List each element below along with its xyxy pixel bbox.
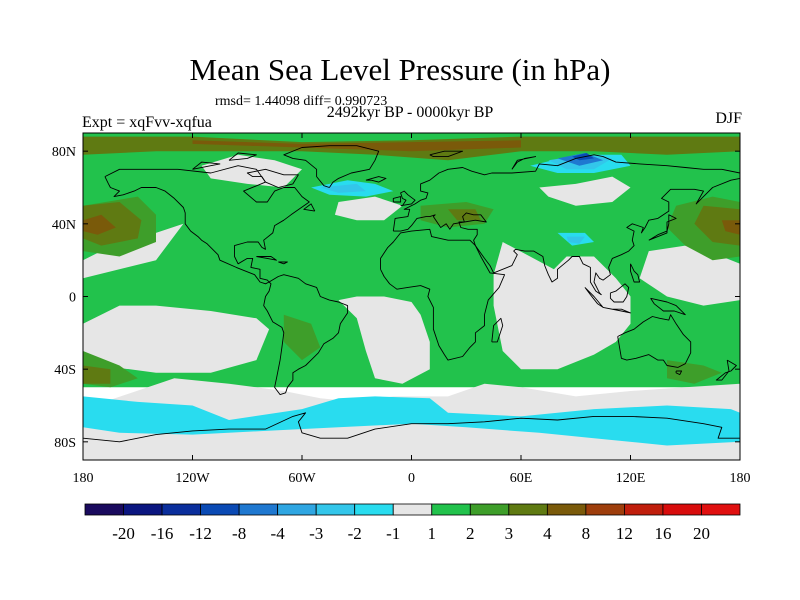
colorbar-label: 12	[616, 524, 633, 543]
colorbar-swatch	[392, 503, 433, 516]
coastline-15	[648, 214, 677, 241]
colorbar-label: 3	[505, 524, 514, 543]
colorbar-swatch	[84, 503, 124, 516]
coastline-14	[491, 317, 504, 343]
coastline-18	[609, 283, 630, 303]
colorbar-label: 8	[582, 524, 591, 543]
coastline-27	[429, 150, 464, 158]
region-3-1	[694, 205, 740, 246]
coastline-9	[400, 190, 416, 207]
coastline-25	[228, 152, 257, 161]
coastline-1	[263, 274, 349, 396]
coastline-8	[365, 176, 387, 183]
period-label: 2492kyr BP - 0000kyr BP	[326, 104, 494, 121]
y-tick-label: 80N	[52, 145, 76, 160]
colorbar-swatch	[508, 503, 548, 516]
colorbar-swatch	[200, 503, 240, 516]
y-axis: 80N 40N 0 40S 80S	[52, 145, 740, 451]
region-3-0	[83, 202, 142, 246]
colorbar-label: -12	[189, 524, 212, 543]
x-tick-label: 180	[730, 471, 751, 486]
coastline-4	[393, 177, 740, 296]
region-4-0	[83, 214, 116, 235]
coastline-0	[104, 165, 310, 285]
colorbar-label: -8	[232, 524, 246, 543]
colorbar-label: 2	[466, 524, 475, 543]
season-label: DJF	[715, 110, 742, 127]
region-5-0	[83, 396, 740, 446]
x-tick-label: 0	[408, 471, 415, 486]
coastline-16	[584, 287, 604, 308]
colorbar-swatch	[701, 503, 741, 516]
colorbar-swatch	[546, 503, 587, 516]
y-tick-label: 40N	[52, 218, 76, 233]
colorbar-label: 16	[654, 524, 671, 543]
colorbar-label: -20	[112, 524, 135, 543]
coastline-17	[603, 306, 631, 314]
region-1-2	[83, 305, 270, 373]
y-tick-label: 40S	[54, 363, 76, 378]
anomaly-field	[83, 133, 740, 460]
coastline-24	[192, 161, 221, 170]
colorbar-label: -1	[386, 524, 400, 543]
colorbar-label: -4	[271, 524, 286, 543]
colorbar-label: 4	[543, 524, 552, 543]
colorbar-swatch	[354, 503, 394, 516]
coastline-19	[650, 297, 686, 316]
colorbar-label: -2	[348, 524, 362, 543]
coastline-11	[617, 314, 692, 368]
colorbar-label: 1	[428, 524, 437, 543]
x-tick-label: 120W	[175, 471, 210, 486]
coastline-2	[380, 228, 506, 361]
coastlines	[83, 145, 740, 443]
region-3-2	[83, 365, 111, 384]
region-6-2	[566, 236, 585, 244]
coastline-12	[675, 370, 683, 376]
y-tick-label: 0	[69, 291, 76, 306]
colorbar-swatch	[123, 503, 163, 516]
x-tick-label: 120E	[616, 471, 646, 486]
y-tick-label: 80S	[54, 436, 76, 451]
region-6-0	[320, 183, 366, 193]
coastline-23	[278, 261, 288, 265]
region-1-8	[539, 176, 631, 206]
colorbar-swatch	[585, 503, 625, 516]
region-2-3	[283, 314, 321, 361]
region-1-6	[201, 154, 302, 188]
colorbar: -20 -16 -12 -8 -4 -3 -2 -1 1 2 3 4 8 12 16 20	[84, 503, 741, 543]
coastline-7	[283, 145, 380, 188]
stats-text: rmsd= 1.44098 diff= 0.990723	[215, 94, 388, 109]
colorbar-label: -16	[151, 524, 174, 543]
colorbar-swatch	[277, 503, 317, 516]
colorbar-swatch	[469, 503, 510, 516]
colorbar-swatch	[662, 503, 702, 516]
region-1-0	[338, 296, 430, 384]
experiment-label: Expt = xqFvv-xqfua	[82, 114, 212, 131]
coastline-21	[83, 412, 740, 443]
x-tick-label: 60E	[510, 471, 533, 486]
colorbar-swatch	[431, 503, 471, 516]
colorbar-swatch	[624, 503, 664, 516]
region-1-7	[334, 196, 403, 221]
region-1-4	[639, 245, 740, 306]
x-tick-label: 60W	[288, 471, 316, 486]
coastline-20	[630, 263, 641, 283]
coastline-26	[511, 156, 537, 170]
chart-title: Mean Sea Level Pressure (in hPa)	[189, 52, 611, 87]
colorbar-swatch	[238, 503, 279, 516]
coastline-13	[715, 359, 737, 381]
colorbar-swatch	[315, 503, 356, 516]
colorbar-swatch	[161, 503, 201, 516]
coastline-5	[303, 203, 316, 212]
coastline-10	[392, 196, 402, 203]
coastline-6	[246, 168, 299, 188]
coastline-22	[256, 256, 277, 261]
colorbar-label: 20	[693, 524, 710, 543]
coastline-3	[392, 154, 740, 232]
colorbar-label: -3	[309, 524, 323, 543]
x-tick-label: 180	[73, 471, 94, 486]
x-axis: 180 120W 60W 0 60E 120E 180	[73, 133, 751, 486]
